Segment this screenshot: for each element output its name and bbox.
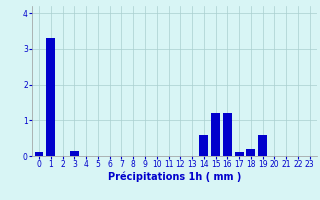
Bar (211, 113, 220, 156)
Bar (223, 113, 232, 156)
Bar (46, 38, 55, 156)
Bar (70, 151, 79, 156)
Bar (246, 149, 255, 156)
X-axis label: Précipitations 1h ( mm ): Précipitations 1h ( mm ) (108, 172, 241, 182)
Bar (35, 152, 44, 156)
Bar (199, 135, 208, 156)
Bar (235, 152, 244, 156)
Bar (258, 135, 267, 156)
